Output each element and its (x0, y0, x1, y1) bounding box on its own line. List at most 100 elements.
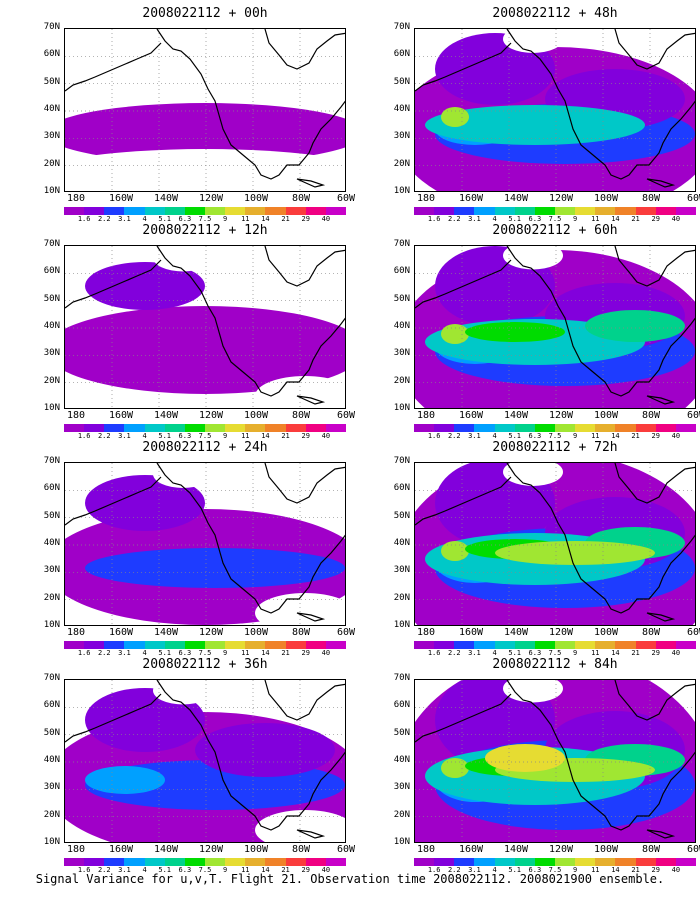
variance-blob (85, 688, 205, 752)
longitude-label: 60W (686, 844, 700, 855)
colorbar-label: 11 (241, 866, 250, 874)
latitude-label: 50N (43, 76, 60, 87)
low-variance-area (503, 463, 563, 486)
map-frame (414, 245, 696, 409)
colorbar-label: 3.1 (118, 649, 131, 657)
colorbar-swatch (124, 424, 145, 432)
latitude-label: 40N (393, 321, 410, 331)
colorbar-label: 7.5 (548, 432, 562, 440)
colorbar-label: 21 (281, 649, 290, 657)
colorbar-swatch (305, 424, 326, 432)
longitude-label: 160W (108, 844, 134, 855)
colorbar-swatch (494, 641, 515, 649)
latitude-label: 50N (393, 510, 410, 521)
longitude-label: 100W (593, 410, 619, 421)
coastline (156, 680, 345, 831)
latitude-label: 20N (43, 592, 60, 603)
colorbar-swatch (225, 641, 246, 649)
colorbar-label: 11 (591, 215, 600, 223)
low-variance-area (503, 29, 563, 53)
colorbar-swatch (414, 207, 435, 215)
longitude-label: 80W (291, 627, 311, 638)
colorbar-label: 5.1 (508, 215, 522, 223)
latitude-label: 40N (43, 538, 60, 548)
latitude-label: 70N (43, 456, 60, 466)
variance-blob (465, 322, 565, 342)
colorbar-label: 40 (671, 649, 681, 657)
colorbar-swatch (104, 641, 125, 649)
colorbar-swatch (514, 641, 535, 649)
longitude-label: 120W (548, 410, 574, 421)
latitude-label: 10N (43, 186, 60, 196)
colorbar-label: 5.1 (158, 215, 172, 223)
panel-title: 2008022112 + 24h (142, 440, 268, 455)
colorbar-swatch (325, 858, 346, 866)
colorbar-labels: 1.6 2.2 3.1 4 5.1 6.3 7.5 9 11 14 21 29 40 (414, 649, 696, 659)
colorbar-swatch (414, 424, 435, 432)
colorbar-swatch (265, 641, 286, 649)
colorbar-swatch (245, 207, 266, 215)
colorbar-swatch (575, 424, 596, 432)
map-frame (414, 28, 696, 192)
latitude-label: 40N (43, 321, 60, 331)
colorbar-label: 2.2 (447, 649, 461, 657)
colorbar-swatch (494, 207, 515, 215)
colorbar-label: 9 (223, 649, 228, 657)
coastline (614, 29, 695, 70)
colorbar-label: 2.2 (97, 215, 111, 223)
colorbar-label: 29 (301, 432, 310, 440)
variance-blob (441, 541, 469, 561)
colorbar-label: 6.3 (178, 215, 192, 223)
latitude-label: 30N (393, 348, 410, 359)
colorbar-swatch (534, 207, 555, 215)
longitude-label: 80W (641, 627, 661, 638)
coastline (646, 395, 676, 405)
longitude-label: 100W (593, 627, 619, 638)
latitude-label: 30N (43, 131, 60, 142)
latitude-label: 30N (43, 782, 60, 793)
colorbar-swatch (184, 207, 205, 215)
coastline (296, 395, 326, 405)
coastline (646, 829, 676, 839)
colorbar-swatch (474, 858, 495, 866)
latitude-label: 50N (393, 293, 410, 304)
colorbar-swatch (305, 641, 326, 649)
latitude-label: 20N (43, 375, 60, 386)
colorbar-label: 4 (492, 866, 497, 874)
colorbar-label: 21 (631, 432, 640, 440)
coastline (506, 29, 695, 180)
variance-blob (85, 548, 345, 588)
low-variance-area (255, 593, 345, 625)
longitude-label: 180 (66, 627, 86, 638)
low-variance-area (255, 376, 345, 408)
colorbar-label: 6.3 (178, 866, 192, 874)
colorbar-label: 29 (301, 866, 310, 874)
map-panel: 2008022112 + 24h 70N 60N 50N 40N 30N 20N 10N 180… (30, 440, 360, 657)
colorbar-label: 1.6 (427, 215, 441, 223)
colorbar-swatch (225, 424, 246, 432)
latitude-label: 70N (43, 22, 60, 32)
colorbar-swatch (285, 424, 306, 432)
latitude-label: 70N (393, 22, 410, 32)
colorbar-swatch (575, 641, 596, 649)
longitude-label: 180 (416, 844, 436, 855)
colorbar-label: 11 (591, 649, 600, 657)
longitude-label: 140W (153, 627, 179, 638)
colorbar-swatch (144, 424, 165, 432)
colorbar (414, 641, 696, 649)
longitude-label: 140W (153, 410, 179, 421)
longitude-label: 60W (336, 410, 356, 421)
latitude-label: 50N (43, 727, 60, 738)
colorbar (414, 207, 696, 215)
coastline (646, 612, 676, 622)
colorbar-label: 7.5 (198, 866, 212, 874)
colorbar-swatch (534, 641, 555, 649)
colorbar-swatch (245, 424, 266, 432)
colorbar-label: 21 (631, 649, 640, 657)
colorbar-label: 2.2 (447, 432, 461, 440)
colorbar-swatch (655, 207, 676, 215)
colorbar-label: 9 (573, 649, 578, 657)
colorbar-label: 4 (142, 215, 147, 223)
colorbar-label: 5.1 (158, 649, 172, 657)
colorbar-swatch (615, 858, 636, 866)
